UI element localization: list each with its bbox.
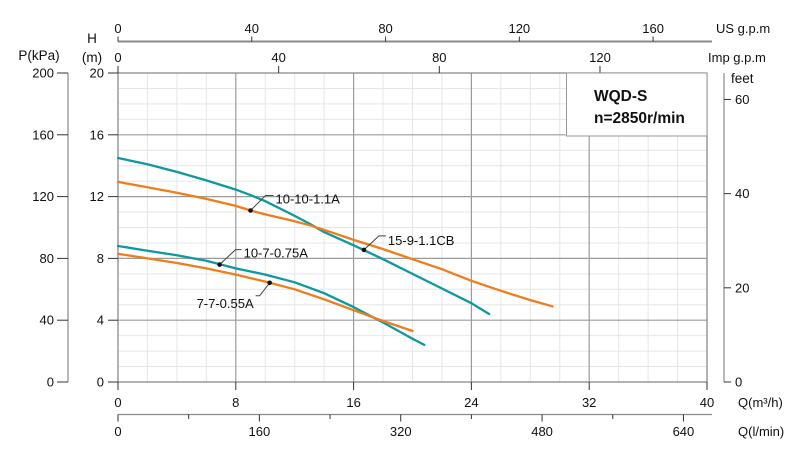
p-tick-label: 200 [32, 66, 54, 81]
us-gpm-tick-label: 0 [114, 21, 121, 36]
h-tick-label: 8 [97, 251, 104, 266]
q-lmin-axis-label: Q(l/min) [738, 424, 784, 439]
curve-label-dot [361, 247, 367, 253]
p-tick-label: 120 [32, 189, 54, 204]
p-tick-label: 0 [47, 375, 54, 390]
curve-label-leader [255, 282, 271, 297]
us-gpm-axis-label: US g.p.m [716, 21, 770, 36]
imp-gpm-tick-label: 120 [589, 50, 611, 65]
curve-7-7-0.55A [116, 252, 414, 333]
p-tick-label: 80 [40, 251, 54, 266]
us-gpm-tick-label: 160 [642, 21, 664, 36]
q-m3h-axis-label: Q(m³/h) [738, 395, 783, 410]
q-lmin-tick-label: 640 [673, 424, 695, 439]
q-m3h-tick-label: 16 [346, 395, 360, 410]
us-gpm-tick-label: 120 [508, 21, 530, 36]
curve-label-dot [248, 208, 253, 213]
curve-10-10-1.1A [116, 180, 554, 308]
curve-10-7-0.75A [116, 244, 426, 347]
imp-gpm-axis-label: Imp g.p.m [708, 50, 766, 65]
plot-border [117, 72, 708, 383]
title-box-frame [566, 72, 708, 137]
imp-gpm-tick-label: 0 [114, 50, 121, 65]
q-m3h-tick-label: 24 [464, 395, 478, 410]
curve-label-dot [267, 280, 272, 286]
q-m3h-tick-label: 0 [114, 395, 121, 410]
feet-tick-label: 60 [735, 92, 749, 107]
h-tick-label: 12 [90, 189, 104, 204]
imp-gpm-tick-label: 80 [432, 50, 446, 65]
us-gpm-tick-label: 80 [378, 21, 392, 36]
p-axis-label: P(kPa) [18, 48, 59, 63]
curve-annotations: 10-10-1.1A 15-9-1.1CB 10-7-0.75A 7-7-0.55A [197, 192, 455, 311]
q-lmin-tick-label: 160 [249, 424, 271, 439]
h-tick-label: 16 [90, 127, 104, 142]
curve-label-10-7-0.75A: 10-7-0.75A [244, 246, 309, 261]
curves [116, 156, 554, 347]
h-axis-letter: H [87, 31, 97, 46]
feet-axis-label: feet [731, 71, 754, 86]
feet-tick-label: 40 [735, 186, 749, 201]
chart-title-speed: n=2850r/min [594, 110, 685, 127]
q-lmin-tick-label: 0 [114, 424, 121, 439]
p-tick-label: 160 [32, 127, 54, 142]
h-axis-unit: (m) [82, 50, 102, 65]
curve-label-10-10-1.1A: 10-10-1.1A [276, 192, 341, 207]
curve-label-leader [363, 235, 386, 251]
title-box: WQD-S n=2850r/min [566, 72, 708, 137]
q-lmin-tick-label: 320 [390, 424, 412, 439]
q-lmin-tick-label: 480 [531, 424, 553, 439]
p-tick-label: 40 [40, 313, 54, 328]
curve-15-9-1.1CB [116, 156, 491, 316]
feet-tick-label: 20 [735, 280, 749, 295]
feet-tick-label: 0 [735, 375, 742, 390]
curve-label-leader [250, 195, 274, 211]
q-m3h-tick-label: 32 [582, 395, 596, 410]
h-tick-label: 0 [97, 375, 104, 390]
q-m3h-tick-label: 40 [700, 395, 714, 410]
imp-gpm-tick-label: 40 [271, 50, 285, 65]
curve-label-7-7-0.55A: 7-7-0.55A [197, 296, 254, 311]
curve-label-15-9-1.1CB: 15-9-1.1CB [388, 233, 454, 248]
h-tick-label: 4 [97, 313, 104, 328]
curve-label-dot [217, 262, 222, 267]
us-gpm-tick-label: 40 [245, 21, 259, 36]
h-tick-label: 20 [90, 66, 104, 81]
q-m3h-tick-label: 8 [232, 395, 239, 410]
chart-title-model: WQD-S [594, 88, 647, 105]
curve-label-leader [219, 249, 242, 265]
